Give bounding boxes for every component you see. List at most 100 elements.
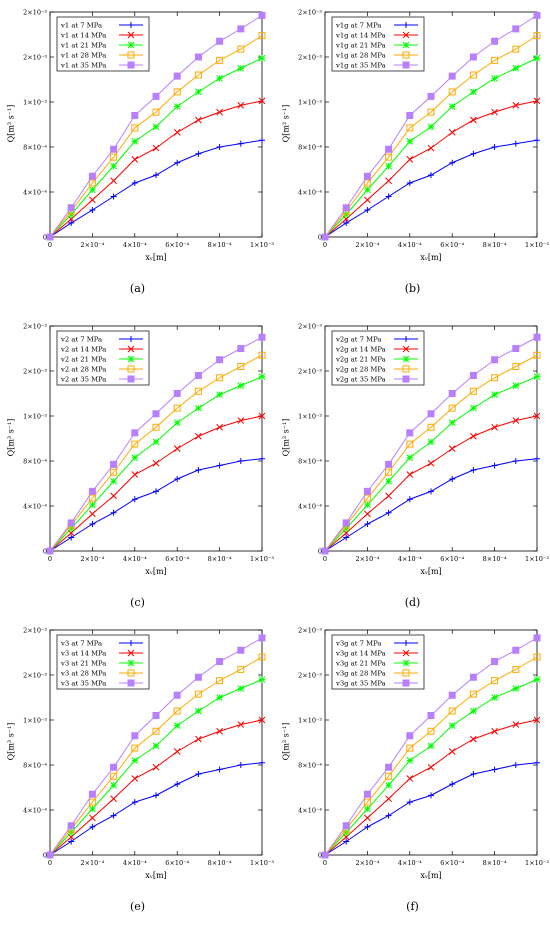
y-axis-label: Q[m³ s⁻¹] xyxy=(6,418,16,456)
legend-marker xyxy=(402,375,410,383)
data-point xyxy=(131,180,138,186)
legend-label: v2 at 21 MPa xyxy=(60,356,106,364)
data-point xyxy=(448,419,456,427)
data-point xyxy=(491,694,498,701)
data-point xyxy=(173,72,181,80)
data-point xyxy=(88,790,96,798)
data-point xyxy=(110,162,117,170)
data-point xyxy=(448,748,456,755)
y-axis-label: Q[m³ s⁻¹] xyxy=(6,104,16,142)
chart-panel-c: 0 2×10⁻⁴ 4×10⁻⁴ 6×10⁻⁴ 8×10⁻⁴ 1×10⁻³ 0 4×10⁻⁴ 8×… xyxy=(0,314,275,624)
legend-marker xyxy=(403,640,409,646)
data-point xyxy=(448,390,456,397)
data-point xyxy=(448,129,456,136)
data-point xyxy=(512,646,520,654)
data-point xyxy=(470,88,477,96)
x-tick-label: 8×10⁻⁴ xyxy=(483,241,507,249)
y-tick-label: 0 xyxy=(43,234,47,242)
data-point xyxy=(173,722,181,729)
y-tick-label: 2×10⁻³ xyxy=(298,54,322,62)
data-point xyxy=(131,112,139,119)
data-point xyxy=(449,159,456,166)
data-point xyxy=(195,404,202,412)
chart-svg-e: 0 2×10⁻⁴ 4×10⁻⁴ 6×10⁻⁴ 8×10⁻⁴ 1×10⁻³ 0 4×10⁻⁴ 8×… xyxy=(23,627,274,868)
data-point xyxy=(152,438,160,446)
y-tick-label: 2×10⁻³ xyxy=(298,368,322,376)
data-point xyxy=(512,458,519,464)
data-point xyxy=(385,795,392,803)
y-tick-label: 2×10⁻³ xyxy=(23,672,47,680)
data-point xyxy=(194,71,202,79)
legend-marker xyxy=(128,336,134,342)
data-point xyxy=(259,455,265,462)
legend-marker xyxy=(127,649,135,657)
legend-label: v3g at 35 MPa xyxy=(335,680,386,688)
data-point xyxy=(406,440,414,448)
data-point xyxy=(110,812,117,819)
data-point xyxy=(533,716,541,724)
y-tick-label: 2×10⁻³ xyxy=(23,9,47,17)
legend-label: v2g at 21 MPa xyxy=(335,356,386,364)
legend-marker xyxy=(127,365,135,373)
data-point xyxy=(216,144,223,150)
y-tick-label: 1×10⁻³ xyxy=(298,99,322,107)
data-point xyxy=(153,488,159,495)
x-tick-label: 4×10⁻⁴ xyxy=(123,241,147,249)
data-point xyxy=(110,145,118,153)
data-point xyxy=(385,177,392,185)
data-point xyxy=(152,108,160,116)
data-point xyxy=(406,454,414,461)
data-point xyxy=(343,219,350,226)
y-axis-label: Q[m³ s⁻¹] xyxy=(6,722,16,760)
data-point xyxy=(533,634,541,642)
data-point xyxy=(194,372,202,379)
data-point xyxy=(216,658,224,665)
legend-marker xyxy=(127,41,135,49)
data-point xyxy=(363,179,371,187)
data-point xyxy=(428,792,434,799)
data-point xyxy=(512,102,520,109)
data-point xyxy=(512,25,520,33)
data-point xyxy=(173,129,181,136)
data-point xyxy=(152,123,160,131)
data-point xyxy=(406,744,414,752)
legend-label: v2 at 28 MPa xyxy=(60,366,106,374)
data-point xyxy=(173,748,181,755)
x-tick-label: 0 xyxy=(48,241,52,249)
y-tick-label: 2×10⁻³ xyxy=(23,627,47,635)
data-point xyxy=(470,771,477,777)
data-point xyxy=(533,54,541,62)
y-tick-label: 2×10⁻³ xyxy=(298,9,322,17)
series-line xyxy=(324,656,538,856)
data-point xyxy=(131,799,138,806)
legend-label: v2g at 35 MPa xyxy=(335,376,386,384)
data-point xyxy=(448,722,456,729)
y-axis-label: Q[m³ s⁻¹] xyxy=(281,722,291,760)
plot-frame xyxy=(324,325,538,552)
data-point xyxy=(534,137,540,144)
data-point xyxy=(131,429,139,437)
legend-marker xyxy=(402,355,410,363)
data-point xyxy=(131,732,139,740)
data-point xyxy=(533,351,541,359)
x-tick-label: 4×10⁻⁴ xyxy=(398,241,422,249)
x-tick-label: 4×10⁻⁴ xyxy=(123,859,147,867)
data-point xyxy=(174,781,181,788)
data-point xyxy=(427,763,435,771)
y-tick-label: 0 xyxy=(43,852,47,860)
data-point xyxy=(173,88,181,96)
plot-frame xyxy=(49,11,263,238)
data-point xyxy=(194,673,202,681)
data-point xyxy=(364,814,371,822)
legend-label: v3g at 28 MPa xyxy=(335,670,386,678)
data-point xyxy=(216,37,224,45)
x-tick-label: 6×10⁻⁴ xyxy=(165,859,189,867)
data-point xyxy=(448,707,456,715)
data-point xyxy=(258,412,266,420)
data-point xyxy=(406,757,414,764)
data-point xyxy=(406,124,414,132)
data-point xyxy=(258,97,266,105)
data-point xyxy=(216,694,223,701)
data-point xyxy=(152,459,160,467)
data-point xyxy=(88,494,96,502)
